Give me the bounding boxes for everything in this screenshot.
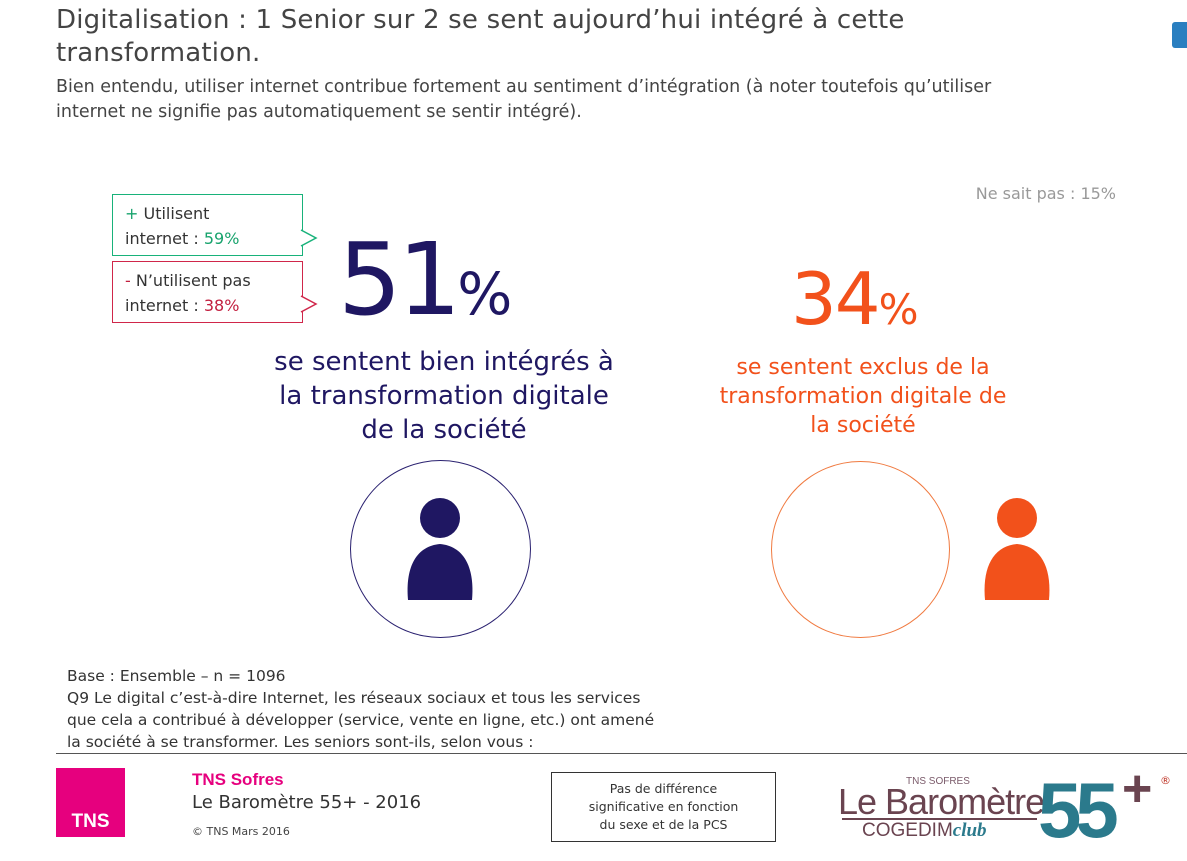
integrated-description: se sentent bien intégrés à la transforma… xyxy=(244,345,644,447)
callout-non-users-label-2: internet : xyxy=(125,296,199,315)
plus-sign: + xyxy=(125,204,139,223)
copyright: © TNS Mars 2016 xyxy=(192,825,290,838)
callout-users-label-2: internet : xyxy=(125,229,199,248)
minus-sign: - xyxy=(125,271,131,290)
callout-non-internet-users: - N’utilisent pas internet : 38% xyxy=(112,261,303,323)
tns-logo-text: TNS xyxy=(71,811,110,832)
integrated-circle xyxy=(350,460,531,638)
brand-cogedim: COGEDIMclub xyxy=(862,820,987,842)
corner-tab[interactable] xyxy=(1172,22,1187,48)
base-line-1: Base : Ensemble – n = 1096 xyxy=(67,667,286,685)
callout-internet-users: + Utilisent internet : 59% xyxy=(112,194,303,256)
note-line-3: du sexe et de la PCS xyxy=(599,817,728,832)
page-subtitle: Bien entendu, utiliser internet contribu… xyxy=(56,75,1187,125)
integrated-percentage: 51% xyxy=(338,220,512,354)
excluded-percent-symbol: % xyxy=(878,285,919,334)
brand-tns-sofres: TNS SOFRES xyxy=(906,776,970,787)
title-line-2: transformation. xyxy=(56,38,261,68)
base-line-2: Q9 Le digital c’est-à-dire Internet, les… xyxy=(67,689,641,707)
callout-arrow-green xyxy=(300,229,318,247)
subtitle-line-1: Bien entendu, utiliser internet contribu… xyxy=(56,77,992,97)
person-icon xyxy=(407,498,473,600)
person-icon xyxy=(984,498,1050,600)
tns-sofres-name: TNS Sofres xyxy=(192,770,284,789)
ne-sait-pas-label: Ne sait pas : 15% xyxy=(975,184,1116,203)
barometre-label: Le Baromètre 55+ - 2016 xyxy=(192,792,422,813)
brand-plus: + xyxy=(1122,760,1153,818)
brand-cogedim-text: COGEDIM xyxy=(862,820,953,841)
note-box: Pas de différence significative en fonct… xyxy=(551,772,776,842)
integrated-desc-line-2: la transformation digitale xyxy=(279,381,609,411)
tns-logo: TNS xyxy=(56,768,125,837)
note-line-1: Pas de différence xyxy=(609,781,718,796)
excluded-circle xyxy=(771,461,950,638)
base-line-3: que cela a contribué à développer (servi… xyxy=(67,711,655,729)
integrated-desc-line-1: se sentent bien intégrés à xyxy=(274,347,614,377)
base-line-4: la société à se transformer. Les seniors… xyxy=(67,733,534,751)
excluded-description: se sentent exclus de la transformation d… xyxy=(690,353,1036,440)
excluded-number: 34 xyxy=(791,257,881,341)
note-line-2: significative en fonction xyxy=(588,799,739,814)
footer-divider xyxy=(56,753,1187,754)
callout-users-label-1: Utilisent xyxy=(143,204,210,223)
integrated-number: 51 xyxy=(338,221,461,338)
excluded-desc-line-2: transformation digitale de xyxy=(719,384,1007,409)
integrated-desc-line-3: de la société xyxy=(361,415,527,445)
brand-divider xyxy=(842,818,1037,820)
integrated-percent-symbol: % xyxy=(457,260,513,328)
brand-55: 55 xyxy=(1038,766,1119,854)
base-note: Base : Ensemble – n = 1096 Q9 Le digital… xyxy=(67,665,787,753)
excluded-percentage: 34% xyxy=(791,254,919,355)
brand-club-text: club xyxy=(952,820,987,841)
excluded-desc-line-3: la société xyxy=(810,413,916,438)
callout-users-value: 59% xyxy=(203,229,240,248)
callout-arrow-red xyxy=(300,295,318,313)
title-line-1: Digitalisation : 1 Senior sur 2 se sent … xyxy=(56,5,905,35)
page-title: Digitalisation : 1 Senior sur 2 se sent … xyxy=(56,4,1116,70)
registered-icon: ® xyxy=(1160,774,1171,787)
subtitle-line-2: internet ne signifie pas automatiquement… xyxy=(56,102,582,122)
excluded-desc-line-1: se sentent exclus de la xyxy=(736,355,990,380)
callout-non-users-label-1: N’utilisent pas xyxy=(135,271,251,290)
brand-barometre: Le Baromètre xyxy=(838,781,1045,822)
callout-non-users-value: 38% xyxy=(203,296,240,315)
